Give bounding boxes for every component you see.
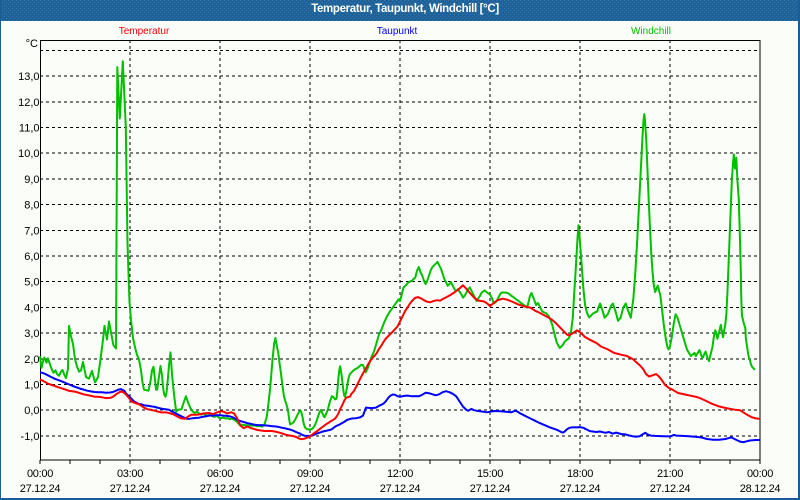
svg-text:6,0: 6,0 (24, 251, 39, 263)
svg-text:27.12.24: 27.12.24 (380, 483, 421, 495)
svg-text:3,0: 3,0 (24, 328, 39, 340)
svg-text:7,0: 7,0 (24, 225, 39, 237)
svg-text:00:00: 00:00 (27, 468, 53, 480)
svg-text:27.12.24: 27.12.24 (290, 483, 331, 495)
svg-text:03:00: 03:00 (117, 468, 143, 480)
svg-text:27.12.24: 27.12.24 (650, 483, 691, 495)
svg-text:18:00: 18:00 (567, 468, 593, 480)
svg-text:00:00: 00:00 (747, 468, 773, 480)
svg-text:1,0: 1,0 (24, 380, 39, 392)
svg-text:27.12.24: 27.12.24 (200, 483, 241, 495)
svg-text:11,0: 11,0 (19, 123, 40, 135)
svg-text:0,0: 0,0 (24, 405, 39, 417)
svg-text:9,0: 9,0 (24, 174, 39, 186)
svg-text:°C: °C (26, 38, 38, 50)
svg-text:13,0: 13,0 (18, 71, 39, 83)
svg-text:15:00: 15:00 (477, 468, 503, 480)
svg-text:12:00: 12:00 (387, 468, 413, 480)
svg-text:28.12.24: 28.12.24 (740, 483, 781, 495)
svg-text:10,0: 10,0 (18, 148, 39, 160)
svg-text:5,0: 5,0 (24, 277, 39, 289)
svg-text:06:00: 06:00 (207, 468, 233, 480)
svg-text:8,0: 8,0 (24, 200, 39, 212)
svg-text:27.12.24: 27.12.24 (470, 483, 511, 495)
svg-text:27.12.24: 27.12.24 (560, 483, 601, 495)
svg-text:-1,0: -1,0 (21, 431, 40, 443)
svg-text:27.12.24: 27.12.24 (20, 483, 61, 495)
svg-text:4,0: 4,0 (24, 302, 39, 314)
svg-text:27.12.24: 27.12.24 (110, 483, 151, 495)
svg-text:21:00: 21:00 (657, 468, 683, 480)
svg-text:2,0: 2,0 (24, 354, 39, 366)
svg-text:12,0: 12,0 (18, 97, 39, 109)
svg-text:09:00: 09:00 (297, 468, 323, 480)
